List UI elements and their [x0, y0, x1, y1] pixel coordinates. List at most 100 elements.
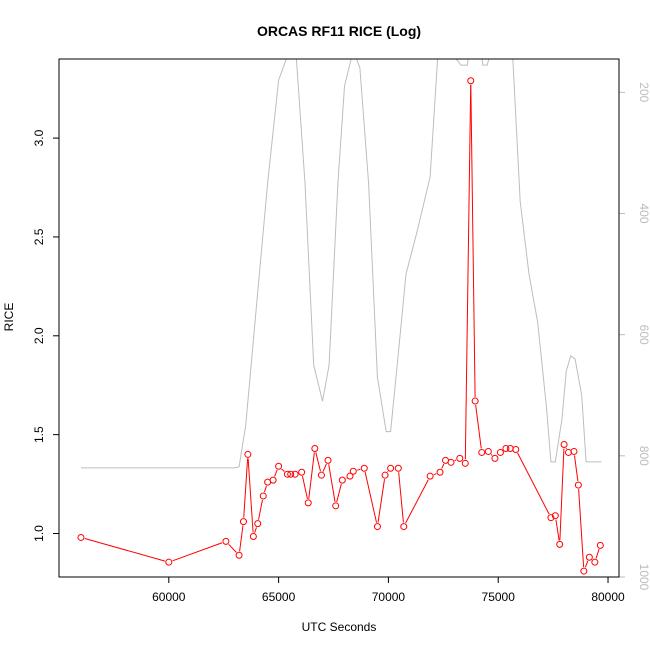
series-1-point: [447, 458, 455, 466]
series-1-point: [556, 540, 564, 548]
series-1-segment: [281, 468, 285, 472]
series-1-segment: [315, 452, 321, 472]
series-1-segment: [584, 560, 589, 568]
series-1-point: [283, 470, 291, 478]
series-1-point: [400, 523, 408, 531]
series-1-point: [373, 523, 381, 531]
x-tick-label: 65000: [262, 590, 296, 604]
series-1-segment: [517, 452, 550, 515]
series-1-point: [346, 472, 354, 480]
series-1-point: [298, 468, 306, 476]
series-1-point: [287, 470, 295, 478]
series-1-segment: [228, 543, 237, 553]
series-1-point: [332, 502, 340, 510]
series-1-point: [360, 464, 368, 472]
series-1-segment: [172, 542, 223, 562]
series-1-point: [381, 471, 389, 479]
y2-tick-label: 1000: [637, 564, 650, 591]
series-1-segment: [595, 549, 600, 559]
series-1-point: [254, 520, 262, 528]
series-1-point: [478, 448, 486, 456]
y-tick-label: 1.0: [32, 525, 46, 542]
plot-frame: [58, 58, 620, 578]
y2-tick-label: 600: [637, 325, 650, 345]
series-1-point: [165, 558, 173, 566]
series-1-point: [512, 445, 520, 453]
series-1-point: [275, 462, 283, 470]
y2-tick-label: 400: [637, 203, 650, 223]
series-1-point: [291, 470, 299, 478]
series-1-segment: [565, 447, 567, 450]
series-1-segment: [243, 458, 249, 518]
series-1-point: [574, 481, 582, 489]
series-1-segment: [322, 463, 327, 472]
series-1-segment: [254, 527, 257, 533]
series-1-point: [304, 499, 312, 507]
series-1-segment: [441, 463, 445, 469]
series-1-point: [471, 397, 479, 405]
series-1-segment: [475, 404, 482, 449]
series-1-point: [564, 448, 572, 456]
series-1-point: [506, 444, 514, 452]
series-1-point: [239, 518, 247, 526]
series-1-segment: [239, 525, 244, 552]
series-1-segment: [302, 476, 308, 500]
series-1-point: [77, 533, 85, 541]
series-1-point: [484, 447, 492, 455]
series-1-point: [585, 553, 593, 561]
series-1-point: [269, 476, 277, 484]
y-tick-label: 3.0: [32, 129, 46, 146]
series-1-point: [591, 558, 599, 566]
series-1-point: [222, 537, 230, 545]
y-tick-label: 1.5: [32, 426, 46, 443]
series-1-point: [436, 468, 444, 476]
series-1-point: [426, 472, 434, 480]
series-1-point: [456, 454, 464, 462]
series-1-point: [547, 514, 555, 522]
x-tick-label: 60000: [152, 590, 186, 604]
series-1-segment: [364, 472, 378, 523]
y2-tick-label: 800: [637, 446, 650, 466]
x-tick-label: 80000: [591, 590, 625, 604]
series-1-segment: [247, 458, 254, 533]
y-axis-label: RICE: [2, 303, 16, 332]
series-1-segment: [464, 84, 472, 460]
series-1-segment: [454, 459, 457, 462]
series-1-point: [570, 447, 578, 455]
series-1-point: [502, 444, 510, 452]
chart-title: ORCAS RF11 RICE (Log): [257, 23, 421, 39]
series-1-segment: [328, 464, 336, 502]
series-1-point: [311, 444, 319, 452]
x-axis-label: UTC Seconds: [302, 620, 377, 634]
series-1-point: [394, 464, 402, 472]
y2-tick-label: 200: [637, 82, 650, 102]
series-1-segment: [274, 469, 278, 477]
series-1-segment: [84, 538, 166, 562]
series-1-point: [235, 551, 243, 559]
series-1-point: [324, 456, 332, 464]
series-1-point: [467, 77, 475, 85]
series-1-point: [496, 448, 504, 456]
series-1-segment: [357, 468, 361, 471]
series-1-point: [338, 476, 346, 484]
series-2-line: [81, 59, 602, 469]
series-1-point: [596, 541, 604, 549]
series-1-segment: [578, 489, 585, 568]
series-1-segment: [258, 499, 263, 520]
series-1-segment: [574, 455, 579, 482]
y-tick-label: 2.5: [32, 228, 46, 245]
series-1-segment: [555, 519, 560, 541]
series-1-point: [349, 467, 357, 475]
series-1-segment: [433, 473, 437, 476]
y-tick-label: 2.0: [32, 327, 46, 344]
series-1-segment: [308, 452, 315, 499]
series-1-segment: [336, 483, 342, 503]
series-1-point: [560, 441, 568, 449]
series-1-segment: [559, 448, 565, 541]
series-1-segment: [263, 485, 267, 493]
series-1-point: [551, 512, 559, 520]
series-1-point: [317, 471, 325, 479]
x-tick-label: 70000: [372, 590, 406, 604]
series-1-segment: [405, 479, 429, 524]
